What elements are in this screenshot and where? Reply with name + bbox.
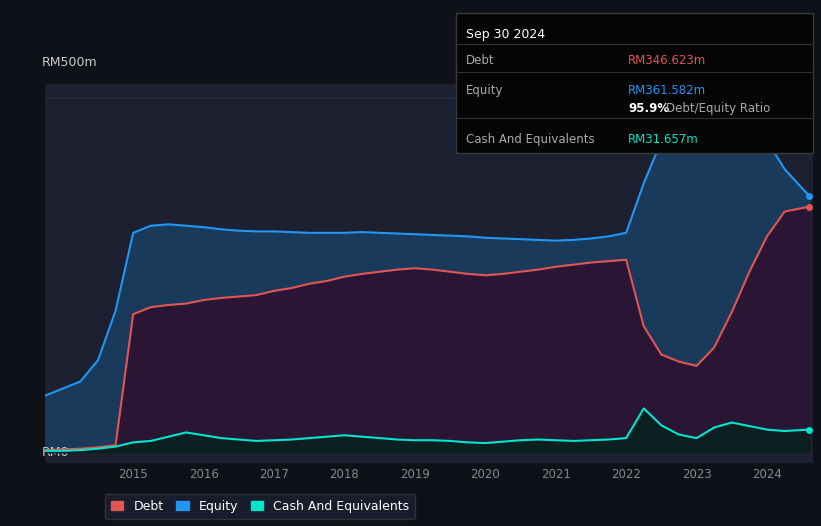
Legend: Debt, Equity, Cash And Equivalents: Debt, Equity, Cash And Equivalents	[105, 493, 415, 519]
Text: RM500m: RM500m	[41, 56, 97, 69]
Text: Cash And Equivalents: Cash And Equivalents	[466, 133, 595, 146]
Text: RM361.582m: RM361.582m	[628, 85, 706, 97]
Text: Sep 30 2024: Sep 30 2024	[466, 28, 545, 41]
Text: Equity: Equity	[466, 85, 504, 97]
Text: 95.9%: 95.9%	[628, 102, 669, 115]
Text: Debt: Debt	[466, 54, 495, 67]
Text: RM0: RM0	[41, 446, 69, 459]
Text: RM31.657m: RM31.657m	[628, 133, 699, 146]
Text: Debt/Equity Ratio: Debt/Equity Ratio	[666, 102, 770, 115]
Text: RM346.623m: RM346.623m	[628, 54, 706, 67]
